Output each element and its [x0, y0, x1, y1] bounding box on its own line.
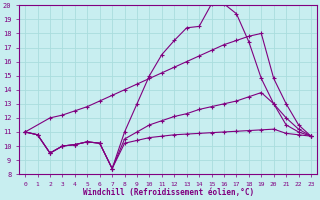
- X-axis label: Windchill (Refroidissement éolien,°C): Windchill (Refroidissement éolien,°C): [83, 188, 254, 197]
